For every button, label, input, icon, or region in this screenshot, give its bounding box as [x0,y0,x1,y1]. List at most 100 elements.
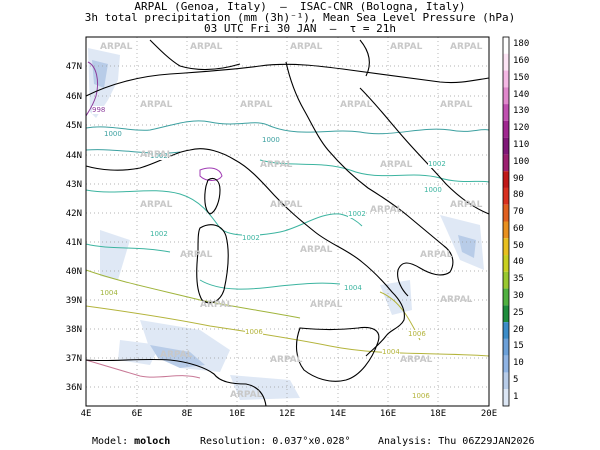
isobar-label: 998 [92,106,106,114]
colorbar-frame [502,36,510,407]
precip-core-2 [92,60,108,88]
colorbar-swatch [503,171,509,188]
map-grid [86,37,489,406]
resolution-value: 0.037°x0.028° [272,436,351,447]
africa-coast [85,358,267,407]
arpal-watermark: ARPAL [140,200,173,210]
sardinia-coast [196,224,229,304]
latitude-label: 43N [65,180,82,190]
isobar-label: 1000 [262,136,280,144]
colorbar-swatch [503,271,509,289]
isobar-label: 1006 [408,330,426,338]
isobar-1002-sardinia [85,243,171,253]
arpal-watermark: ARPAL [450,200,483,210]
italy-east-coast [285,61,454,297]
arpal-watermark: ARPAL [440,100,473,110]
colorbar-swatch [503,338,509,356]
colorbar-level-label: 50 [513,240,524,251]
longitude-label: 4E [80,409,92,419]
colorbar-swatch [503,305,509,323]
arpal-watermark: ARPAL [190,42,223,52]
isobar-label: 1006 [412,392,430,400]
colorbar-swatch [503,70,509,88]
colorbar-swatch [503,389,509,406]
isobar-1000-ligurian [85,149,181,154]
colorbar-swatch [503,104,509,121]
arpal-watermark: ARPAL [270,200,303,210]
isobar-1006-south [85,305,490,357]
colorbar-level-label: 1 [513,391,519,402]
balkan-coast [359,87,490,215]
isobar-label: 1002 [150,152,168,160]
arpal-watermark: ARPAL [440,295,473,305]
arpal-watermark: ARPAL [290,42,323,52]
colorbar-level-label: 35 [513,274,524,285]
title-line-3: 03 UTC Fri 30 JAN – τ = 21h [203,22,397,35]
isobar-1004-west [85,269,301,319]
colorbar-level-label: 150 [513,72,530,83]
precip-area-south-west [118,340,160,365]
coastlines [85,39,490,407]
italy-west-coast [85,148,405,357]
isobar-label: 1000 [104,130,122,138]
colorbar-level-label: 30 [513,290,524,301]
isobar-1000-north [85,120,490,135]
isobar-1002-tyrrhenian [199,279,341,290]
isobar-1002-adriatic [259,159,490,183]
arpal-watermark: ARPAL [160,350,193,360]
isobar-label: 1000 [424,186,442,194]
arpal-watermark: ARPAL [200,300,233,310]
latitude-label: 38N [65,325,82,335]
analysis-value: Thu 06Z29JAN2026 [438,436,535,447]
colorbar-level-label: 60 [513,223,524,234]
precip-core-1 [150,345,205,368]
colorbar-level-label: 90 [513,173,524,184]
arpal-watermark: ARPAL [230,390,263,400]
latitude-label: 36N [65,383,82,393]
longitude-label: 16E [379,409,397,419]
latitude-label: 45N [65,121,82,131]
isobar-label: 1002 [348,210,366,218]
isobar-closed-ligurian [199,167,223,181]
colorbar-level-label: 180 [513,39,530,50]
slovenia-border [359,39,370,77]
colorbar-level-label: 5 [513,374,519,385]
latitude-label: 44N [65,151,82,161]
colorbar-level-label: 130 [513,106,530,117]
isobar-label: 1002 [428,160,446,168]
model-label: Model: [92,436,129,447]
colorbar-swatch [503,53,509,71]
precipitation-colorbar [502,36,510,407]
colorbar-level-label: 40 [513,257,524,268]
arpal-watermark: ARPAL [180,250,213,260]
colorbar-level-label: 15 [513,341,524,352]
colorbar-swatch [503,120,509,138]
precip-area-sicily-channel [140,320,230,372]
footer-resolution: Resolution: 0.037°x0.028° [200,436,351,447]
title-line-1: ARPAL (Genoa, Italy) – ISAC-CNR (Bologna… [134,0,466,13]
arpal-watermark: ARPAL [310,300,343,310]
alps-border [85,63,490,97]
arpal-watermark: ARPAL [380,160,413,170]
isobar-label: 1004 [382,348,400,356]
colorbar-swatch [503,221,509,239]
colorbar-level-label: 10 [513,358,524,369]
footer-analysis: Analysis: Thu 06Z29JAN2026 [378,436,535,447]
arpal-watermark: ARPAL [400,355,433,365]
colorbar-swatch [503,87,509,105]
colorbar-level-label: 160 [513,56,530,67]
arpal-watermark: ARPAL [100,42,133,52]
latitude-label: 41N [65,238,82,248]
isobar-label: 1002 [242,234,260,242]
colorbar-swatch [503,204,509,222]
colorbar-level-label: 70 [513,207,524,218]
arpal-watermark: ARPAL [420,250,453,260]
latitude-label: 39N [65,296,82,306]
colorbar-level-label: 20 [513,324,524,335]
colorbar-swatch [503,255,509,272]
precip-area-sea-1 [100,230,130,280]
longitude-label: 8E [181,409,193,419]
colorbar-level-label: 100 [513,156,530,167]
latitude-label: 40N [65,267,82,277]
